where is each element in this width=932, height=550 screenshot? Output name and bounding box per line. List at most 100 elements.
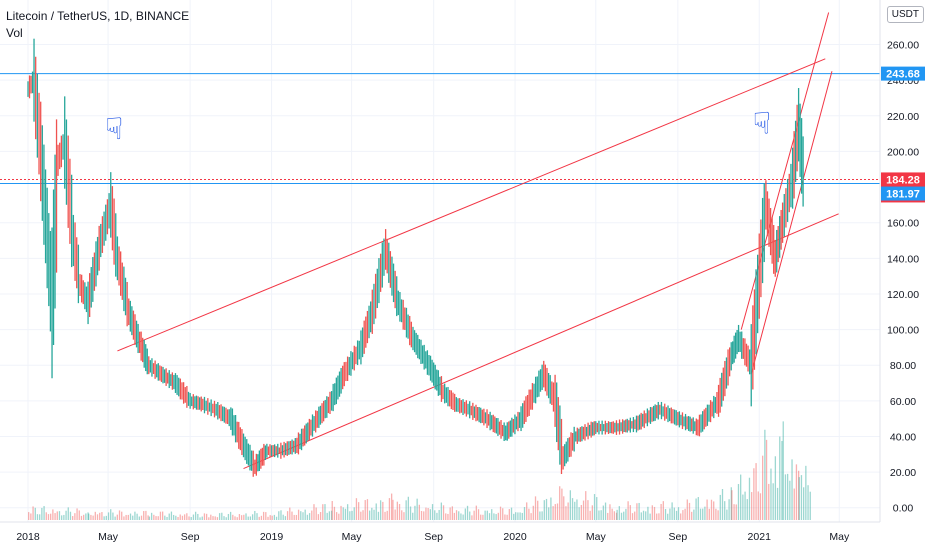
volume-bar [140, 515, 143, 520]
volume-bar [227, 513, 230, 520]
volume-bar [598, 510, 600, 520]
trend-line[interactable] [243, 213, 839, 470]
volume-bar [52, 509, 54, 520]
volume-bar [258, 516, 260, 520]
volume-bar [691, 511, 693, 520]
volume-bar [627, 501, 629, 520]
volume-bar [740, 474, 742, 520]
volume-bar [609, 504, 611, 520]
volume-bar [351, 510, 353, 520]
volume-bar [782, 421, 784, 520]
volume-bar [127, 514, 129, 520]
volume-bar [436, 512, 438, 520]
volume-bar [308, 513, 311, 520]
symbol-title[interactable]: Litecoin / TetherUS, 1D, BINANCE [6, 9, 190, 23]
volume-bar [293, 514, 295, 520]
volume-bar [653, 506, 656, 520]
currency-unit-badge[interactable]: USDT [886, 6, 924, 23]
volume-bar [208, 517, 210, 520]
volume-bar [282, 514, 284, 520]
volume-bar [328, 511, 331, 520]
volume-bar [386, 510, 388, 520]
volume-bar [78, 510, 80, 520]
volume-bar [751, 492, 753, 520]
volume-bar [72, 516, 74, 520]
grid-lines [0, 0, 880, 522]
volume-bar [284, 516, 287, 520]
volume-bar [247, 516, 249, 520]
volume-bar [764, 429, 766, 520]
volume-bar [561, 488, 563, 520]
volume-bar [515, 512, 517, 520]
volume-bar [770, 468, 772, 520]
volume-bar [371, 507, 373, 520]
volume-bar [440, 502, 442, 520]
trend-line[interactable] [740, 12, 830, 330]
volume-bar [136, 513, 138, 520]
time-axis[interactable]: 2018 May Sep 2019 May Sep 2020 May Sep 2021 May [16, 531, 850, 543]
volume-bar [134, 511, 136, 520]
volume-bar [759, 493, 762, 520]
volume-bar [425, 507, 427, 520]
chart-legend: Litecoin / TetherUS, 1D, BINANCE Vol [6, 8, 189, 42]
price-axis[interactable]: 0.00 20.00 40.00 60.00 80.00 100.00 120.00 140.… [887, 40, 919, 515]
volume-bar [103, 516, 105, 520]
volume-bar [757, 491, 759, 520]
volume-bar [99, 512, 101, 520]
volume-bar [145, 510, 147, 520]
volume-bar [543, 500, 545, 520]
volume-bar [335, 512, 338, 520]
y-tick-label: 60.00 [890, 396, 916, 408]
volume-bar [116, 514, 118, 520]
volume-bar [342, 507, 344, 520]
volume-bar [675, 510, 678, 520]
trend-lines[interactable] [117, 12, 839, 470]
volume-bar [201, 516, 203, 520]
volume-bar [418, 504, 420, 520]
volume-bar [508, 509, 510, 520]
volume-bar [737, 484, 740, 520]
volume-bar [205, 513, 208, 520]
trend-line[interactable] [750, 71, 833, 375]
volume-bar [360, 511, 362, 520]
volume-bar [96, 514, 99, 520]
volume-bar [147, 515, 149, 520]
volume-bar [340, 505, 342, 520]
volume-bar [464, 508, 466, 520]
volume-bar [362, 510, 364, 520]
volume-bar [521, 512, 523, 520]
volume-bar [65, 510, 67, 520]
volume-bar [795, 464, 798, 520]
volume-bar [607, 512, 609, 520]
volume-bar [471, 515, 473, 520]
volume-bar [746, 499, 748, 520]
volume-bar [451, 506, 453, 520]
volume-bar [280, 510, 282, 520]
y-tick-label: 160.00 [887, 218, 919, 230]
volume-bar [466, 505, 469, 520]
volume-bar [63, 514, 65, 520]
volume-bar [150, 512, 153, 520]
volume-bar [186, 513, 188, 520]
volume-bar [445, 513, 447, 520]
price-tag-hline [881, 186, 925, 201]
volume-bar [686, 499, 688, 520]
volume-bar [460, 513, 462, 520]
volume-bar [596, 497, 598, 520]
volume-bar [649, 513, 651, 520]
volume-bar [789, 480, 791, 520]
volume-bar [695, 498, 697, 520]
volume-bar [377, 511, 380, 520]
volume-bar [50, 513, 52, 520]
volume-bar [462, 514, 464, 520]
volume-bar [302, 512, 304, 520]
volume-bar [589, 510, 591, 520]
trend-line[interactable] [117, 58, 826, 352]
volume-bar [784, 474, 787, 520]
volume-bar [232, 514, 234, 520]
volume-bar [218, 513, 221, 520]
volume-bar [267, 516, 269, 520]
volume-indicator-label[interactable]: Vol [6, 26, 23, 40]
x-tick-label: Sep [669, 531, 688, 543]
